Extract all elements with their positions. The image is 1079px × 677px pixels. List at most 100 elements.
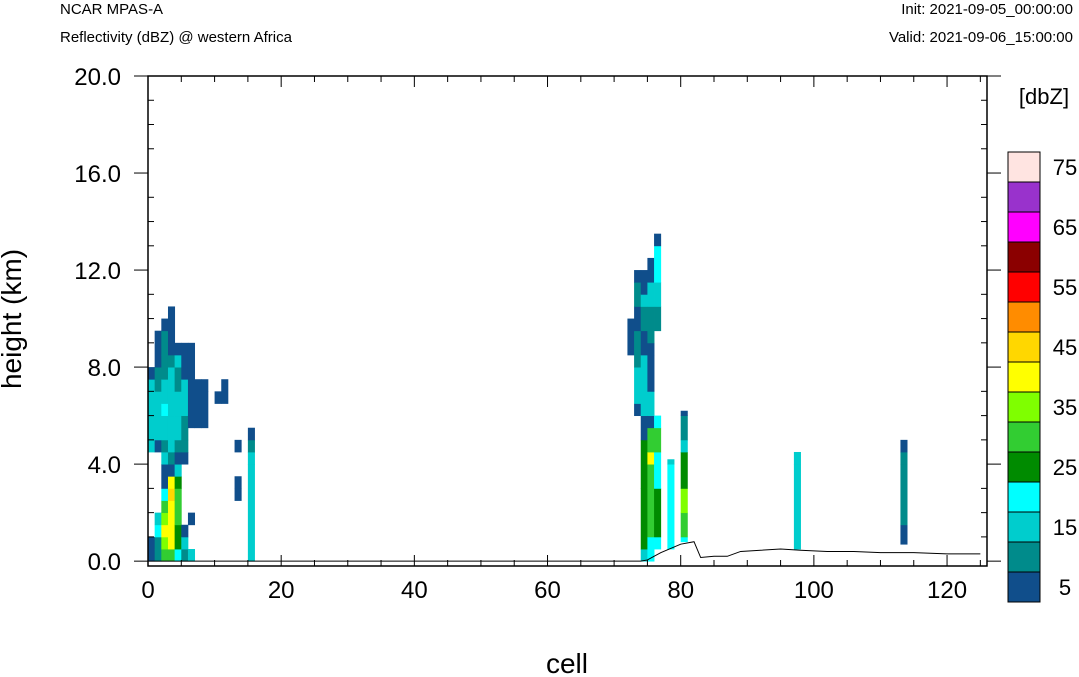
reflectivity-cell — [234, 488, 242, 501]
reflectivity-cell — [174, 415, 182, 441]
x-tick-label: 40 — [401, 577, 428, 604]
reflectivity-cell — [647, 464, 655, 489]
reflectivity-cell — [174, 354, 182, 368]
reflectivity-cell — [793, 464, 801, 550]
reflectivity-cell — [181, 439, 189, 453]
reflectivity-cell — [161, 512, 169, 526]
reflectivity-cell — [154, 524, 162, 538]
reflectivity-cell — [174, 476, 182, 489]
reflectivity-cell — [167, 500, 176, 550]
x-tick-label: 100 — [794, 577, 834, 604]
reflectivity-cell — [174, 549, 182, 562]
reflectivity-cell — [187, 512, 196, 526]
reflectivity-cell — [640, 294, 648, 307]
reflectivity-cell — [187, 549, 196, 562]
colorbar-swatch — [1008, 152, 1040, 183]
reflectivity-cell — [640, 439, 648, 489]
reflectivity-cell — [181, 379, 189, 417]
reflectivity-cell — [174, 464, 182, 477]
reflectivity-cell — [247, 439, 255, 453]
reflectivity-cell — [247, 427, 255, 441]
reflectivity-cell — [654, 536, 662, 550]
reflectivity-cell — [680, 512, 688, 538]
reflectivity-cells — [148, 233, 908, 562]
reflectivity-cell — [161, 549, 169, 562]
reflectivity-cell — [647, 451, 655, 465]
colorbar-swatch — [1008, 182, 1040, 213]
reflectivity-cell — [647, 342, 655, 356]
reflectivity-cell — [654, 306, 662, 332]
reflectivity-cell — [900, 451, 908, 465]
reflectivity-cell — [154, 512, 162, 526]
reflectivity-cell — [167, 367, 176, 392]
reflectivity-cell — [187, 342, 196, 368]
y-tick-label: 8.0 — [88, 355, 121, 382]
reflectivity-cell — [161, 415, 169, 441]
colorbar-swatch — [1008, 362, 1040, 393]
reflectivity-cell — [194, 379, 202, 392]
reflectivity-cell — [640, 306, 648, 332]
reflectivity-cell — [174, 451, 182, 465]
reflectivity-cell — [161, 536, 169, 550]
y-tick-label: 20.0 — [74, 64, 121, 91]
reflectivity-cell — [214, 391, 222, 404]
reflectivity-cell — [167, 306, 176, 344]
reflectivity-cell — [247, 451, 255, 465]
x-tick-label: 120 — [927, 577, 967, 604]
plot-border — [147, 75, 988, 567]
reflectivity-cell — [161, 488, 169, 501]
reflectivity-cell — [793, 451, 801, 465]
terrain-line — [148, 541, 981, 562]
reflectivity-cell — [680, 415, 688, 441]
reflectivity-cell — [640, 330, 648, 356]
reflectivity-cell — [654, 427, 662, 453]
reflectivity-cell — [201, 379, 209, 392]
y-axis: 0.0 4.0 8.0 12.0 16.0 20.0 — [74, 64, 1001, 576]
reflectivity-cell — [647, 391, 655, 417]
reflectivity-cell — [181, 524, 189, 538]
colorbar-swatch — [1008, 392, 1040, 423]
colorbar-label: 15 — [1053, 515, 1077, 540]
colorbar-label: 5 — [1059, 575, 1071, 600]
reflectivity-cell — [647, 427, 655, 453]
terrain-layer — [148, 541, 981, 562]
reflectivity-cell — [167, 476, 176, 489]
reflectivity-cell — [154, 439, 162, 453]
reflectivity-cell — [654, 415, 662, 429]
reflectivity-cell — [154, 536, 162, 550]
reflectivity-cell — [154, 367, 162, 392]
reflectivity-cell — [247, 464, 255, 562]
reflectivity-cell — [667, 464, 675, 550]
reflectivity-cell — [234, 476, 242, 489]
reflectivity-cell — [654, 245, 662, 283]
y-tick-label: 12.0 — [74, 258, 121, 285]
reflectivity-cell — [194, 391, 202, 429]
plot-frame — [147, 75, 988, 567]
reflectivity-cell — [627, 318, 635, 356]
reflectivity-cell — [647, 415, 655, 429]
reflectivity-cell — [221, 379, 229, 404]
reflectivity-cell — [640, 354, 648, 392]
colorbar-swatch — [1008, 272, 1040, 303]
reflectivity-cell — [161, 330, 169, 356]
reflectivity-cell — [654, 488, 662, 538]
reflectivity-cell — [647, 488, 655, 538]
reflectivity-cell — [900, 524, 908, 545]
reflectivity-cell — [181, 415, 189, 441]
reflectivity-cell — [181, 342, 189, 380]
colorbar-label: 75 — [1053, 155, 1077, 180]
reflectivity-cell — [680, 451, 688, 489]
y-tick-label: 0.0 — [88, 549, 121, 576]
reflectivity-cell — [167, 549, 176, 562]
reflectivity-cell — [174, 391, 182, 417]
x-tick-label: 80 — [667, 577, 694, 604]
reflectivity-cell — [167, 391, 176, 417]
reflectivity-cell — [900, 439, 908, 453]
reflectivity-cell — [181, 451, 189, 465]
colorbar-swatch — [1008, 422, 1040, 453]
reflectivity-cell — [647, 536, 655, 562]
reflectivity-cell — [680, 439, 688, 453]
colorbar-label: 55 — [1053, 275, 1077, 300]
reflectivity-cell — [234, 439, 242, 453]
